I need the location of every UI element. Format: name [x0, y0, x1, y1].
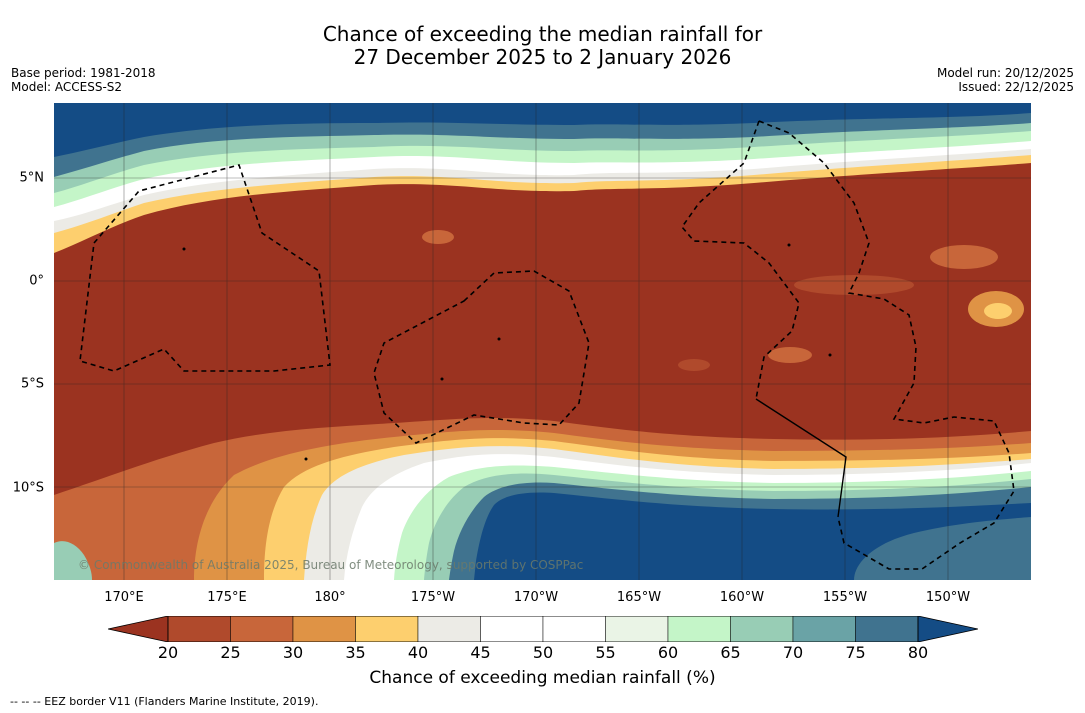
colorbar-cell	[292, 616, 356, 642]
y-tick-label: 5°S	[20, 376, 44, 392]
chart-title-line-1: Chance of exceeding the median rainfall …	[322, 22, 763, 46]
x-tick-label: 175°W	[410, 590, 456, 605]
colorbar-label: 70	[782, 643, 804, 662]
colorbar-label: 30	[282, 643, 304, 662]
colorbar-label: 55	[595, 643, 616, 662]
eez-footnote: -- -- -- EEZ border V11 (Flanders Marine…	[10, 695, 319, 708]
colorbar	[108, 616, 978, 642]
colorbar-label: 25	[220, 643, 241, 662]
colorbar-cell	[855, 616, 919, 642]
sw-corner-green	[54, 541, 92, 580]
x-tick-label: 170°E	[104, 590, 144, 605]
y-tick-label: 10°S	[12, 480, 44, 496]
x-tick-label: 165°W	[616, 590, 662, 605]
model-run: Model run: 20/12/2025	[936, 66, 1074, 80]
colorbar-label: 50	[532, 643, 554, 662]
model-name: Model: ACCESS-S2	[11, 80, 123, 94]
colorbar-high-arrow	[917, 616, 978, 642]
colorbar-label: 80	[907, 643, 929, 662]
rainfall-map	[54, 103, 1031, 580]
colorbar-outline	[167, 616, 919, 642]
x-tick-label: 150°W	[925, 590, 971, 605]
colorbar-title: Chance of exceeding median rainfall (%)	[369, 668, 716, 688]
x-tick-label: 175°E	[207, 590, 247, 605]
colorbar-label: 45	[470, 643, 491, 662]
eez-borders	[79, 120, 1015, 570]
colorbar-cell	[167, 616, 231, 642]
colorbar-cell	[730, 616, 794, 642]
y-tick-label: 5°N	[19, 170, 45, 186]
patch-east-4	[794, 275, 914, 295]
patch-central-2	[768, 347, 812, 363]
eez-kiribati-line	[758, 120, 1015, 570]
colorbar-cell	[542, 616, 606, 642]
colorbar-label: 75	[845, 643, 866, 662]
x-tick-label: 170°W	[513, 590, 559, 605]
x-tick-label: 155°W	[822, 590, 868, 605]
colorbar-label: 20	[157, 643, 179, 662]
colorbar-cell	[230, 616, 294, 642]
copyright-notice: © Commonwealth of Australia 2025, Bureau…	[78, 558, 584, 572]
patch-central-1	[422, 230, 454, 244]
patch-central-3	[678, 359, 710, 371]
colorbar-cell	[792, 616, 856, 642]
graticule	[54, 103, 1031, 580]
colorbar-cells	[167, 616, 919, 642]
eez-kiribati-phoenix	[373, 270, 590, 444]
issued-date: Issued: 22/12/2025	[958, 80, 1074, 94]
chart-title-line-2: 27 December 2025 to 2 January 2026	[353, 45, 732, 69]
south-band-80	[474, 492, 1031, 580]
patch-east-3	[930, 245, 998, 269]
islands	[182, 243, 832, 461]
eez-solid-boundary	[755, 398, 847, 518]
eez-kiribati-gilbert	[79, 164, 331, 372]
colorbar-cell	[605, 616, 669, 642]
colorbar-cell	[355, 616, 419, 642]
x-tick-label: 160°W	[719, 590, 765, 605]
y-tick-label: 0°	[29, 273, 44, 289]
colorbar-label: 60	[657, 643, 679, 662]
base-period: Base period: 1981-2018	[11, 66, 156, 80]
rainfall-map-svg	[54, 103, 1031, 580]
patch-east-2	[984, 303, 1012, 319]
colorbar-label: 40	[407, 643, 429, 662]
colorbar-cell	[417, 616, 481, 642]
colorbar-cell	[480, 616, 544, 642]
colorbar-label: 65	[720, 643, 741, 662]
x-tick-label: 180°	[314, 590, 346, 605]
colorbar-label: 35	[345, 643, 366, 662]
north-band-80	[54, 103, 1031, 157]
eez-kiribati-line-inner	[680, 120, 800, 400]
colorbar-cell	[667, 616, 731, 642]
colorbar-low-arrow	[108, 616, 169, 642]
